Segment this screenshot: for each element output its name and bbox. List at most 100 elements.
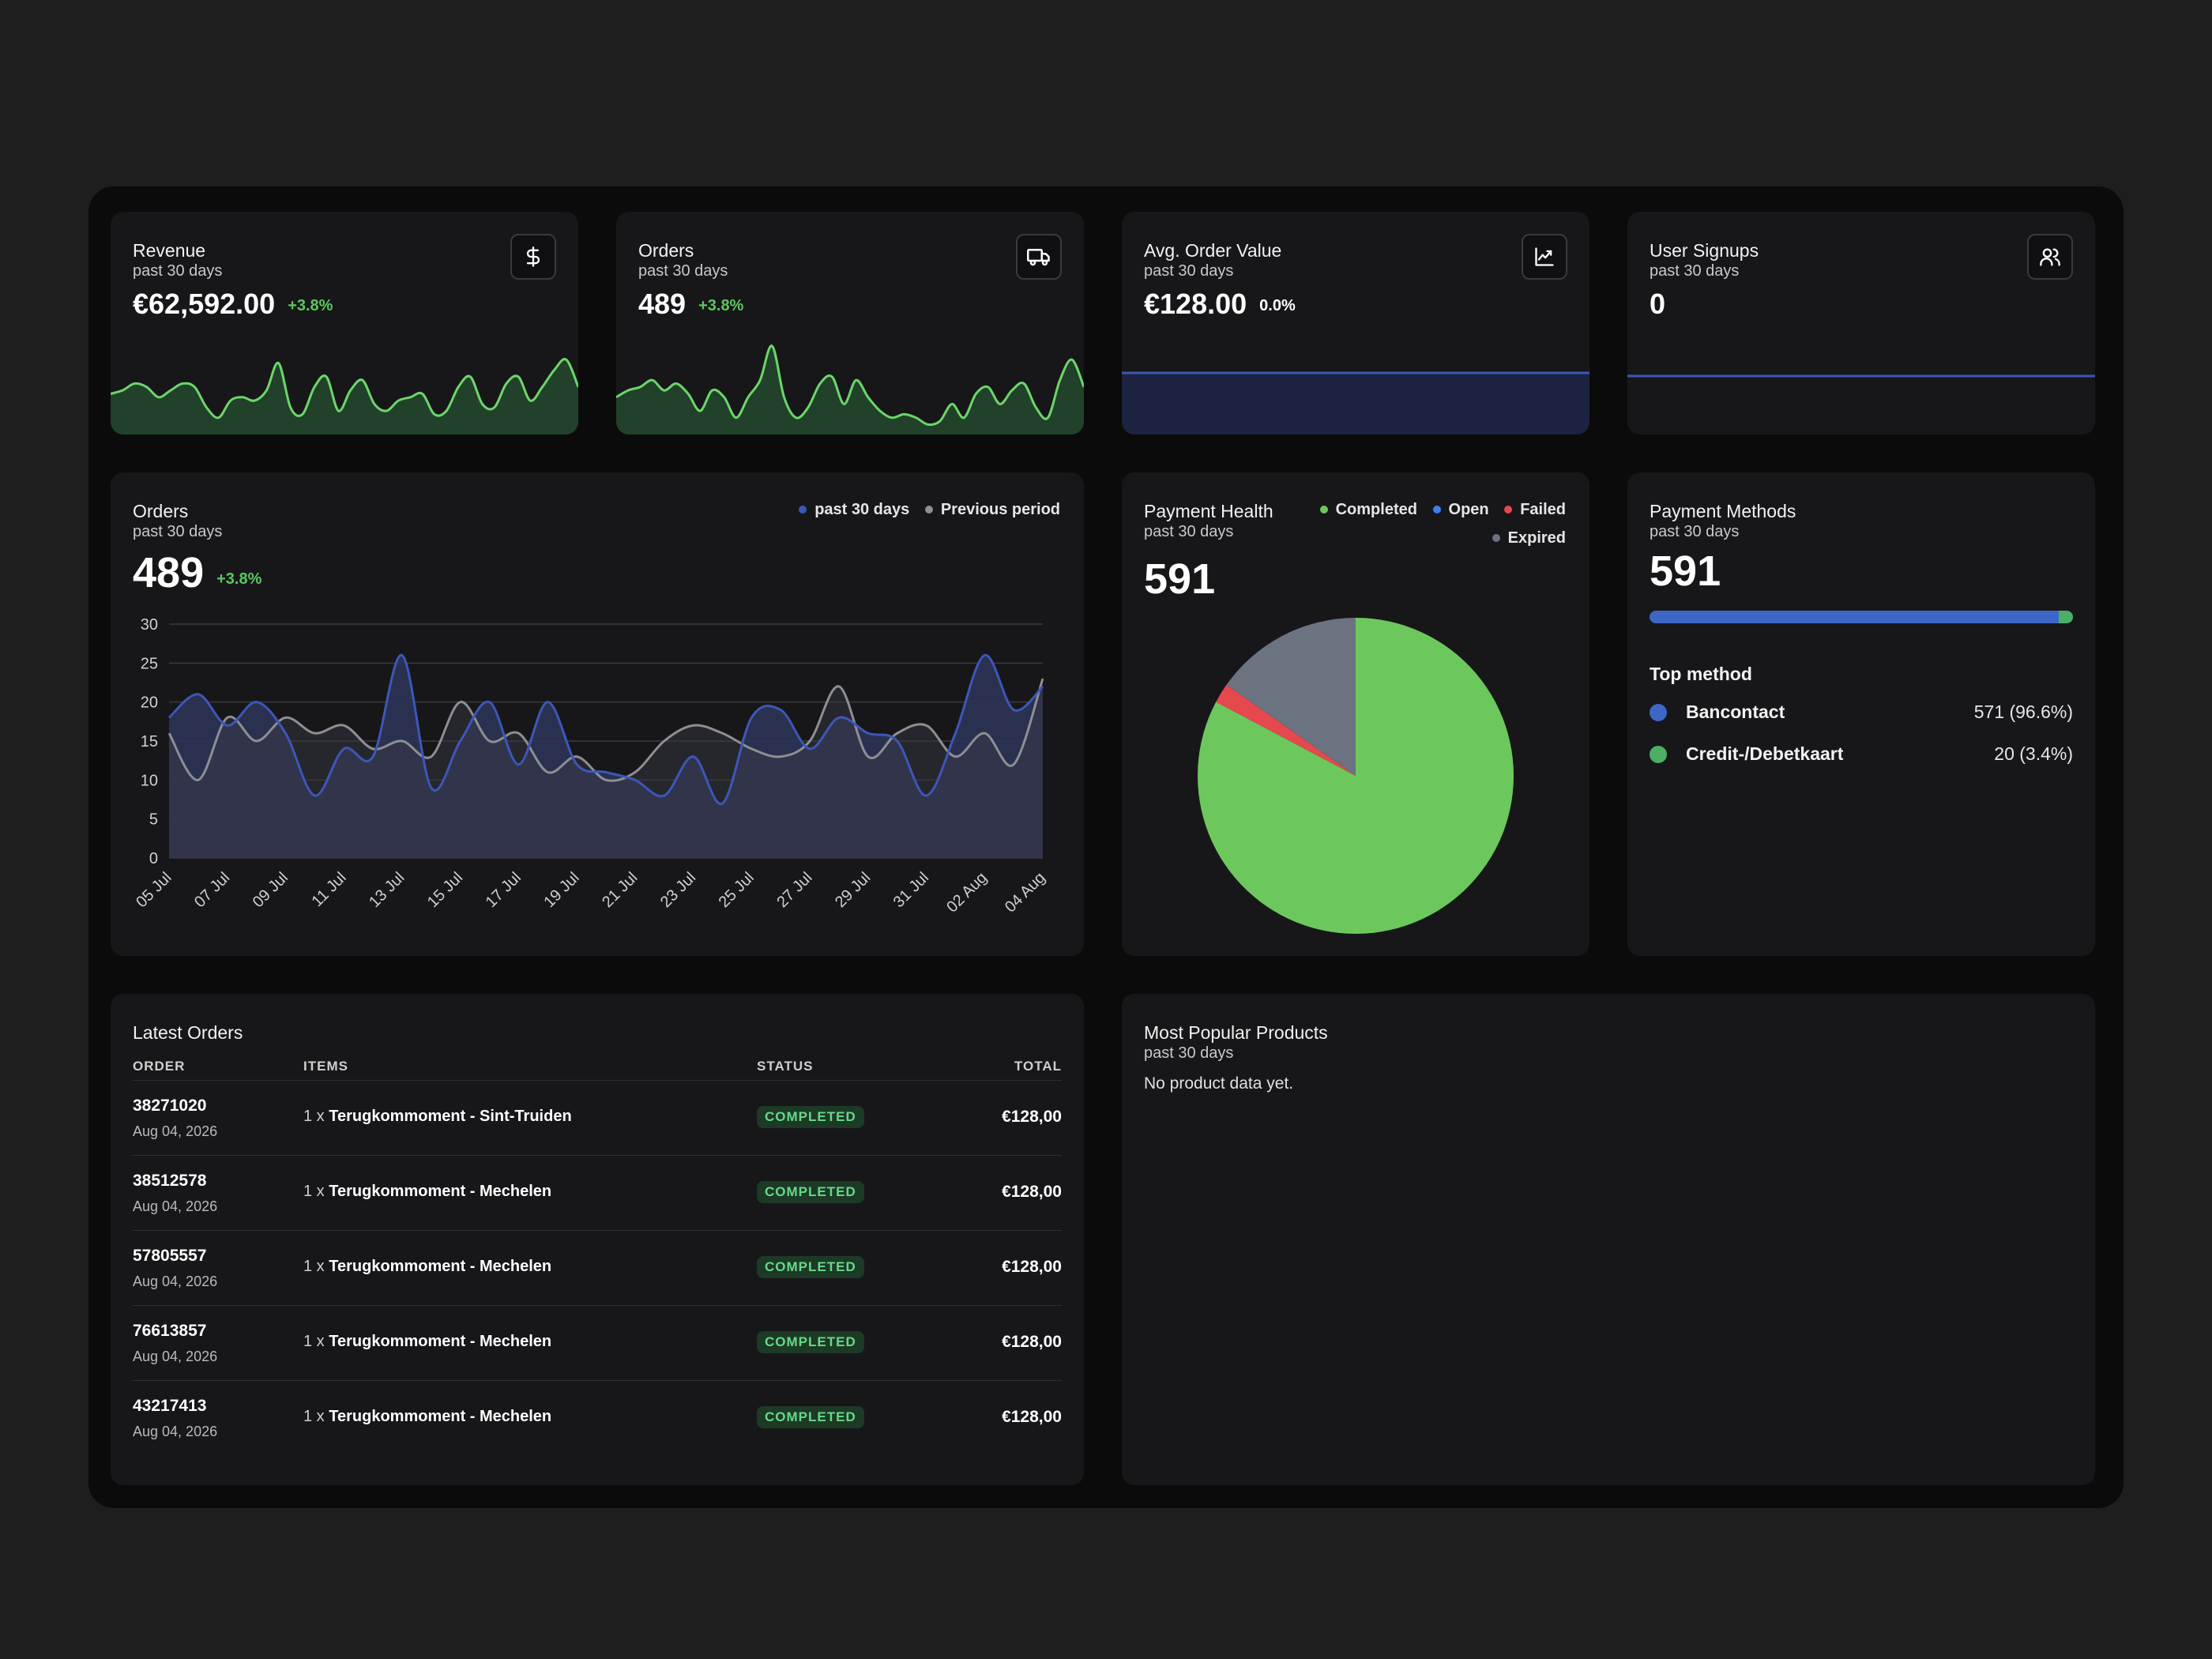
- kpi-value: €62,592.00 +3.8%: [133, 288, 333, 320]
- x-tick-label: 17 Jul: [483, 869, 525, 911]
- card-title: Latest Orders: [133, 1022, 243, 1043]
- payment-health-total: 591: [1144, 555, 1216, 603]
- legend-label: Expired: [1507, 529, 1566, 547]
- sparkline-area: [1122, 373, 1589, 434]
- kpi-icon-button[interactable]: [1016, 234, 1062, 280]
- order-row[interactable]: 38271020 Aug 04, 2026 1 x Terugkommoment…: [133, 1080, 1062, 1155]
- series-line-previous: [167, 678, 1044, 782]
- dollar-icon: [526, 246, 540, 267]
- chart-legend: past 30 days Previous period: [788, 501, 1060, 519]
- sparkline-line: [616, 344, 1084, 427]
- pie-legend-row2: Expired: [1481, 529, 1566, 547]
- kpi-icon-button[interactable]: [510, 234, 556, 280]
- payment-methods-bar-secondary: [2058, 611, 2073, 623]
- pie-slice-expired[interactable]: [1226, 618, 1356, 776]
- truck-icon: [1027, 249, 1050, 266]
- orders-total: 489 +3.8%: [133, 549, 262, 596]
- column-header-status: STATUS: [757, 1059, 814, 1074]
- order-item: 1 x Terugkommoment - Mechelen: [303, 1408, 552, 1425]
- order-date: Aug 04, 2026: [133, 1123, 218, 1139]
- order-item: 1 x Terugkommoment - Mechelen: [303, 1333, 552, 1350]
- payment-methods-card: Payment Methods past 30 days 591 Top met…: [1627, 472, 2095, 956]
- kpi-card-revenue: Revenue past 30 days €62,592.00 +3.8%: [111, 212, 578, 434]
- kpi-delta: 0.0%: [1259, 297, 1296, 314]
- orders-delta: +3.8%: [216, 570, 262, 588]
- order-item: 1 x Terugkommoment - Mechelen: [303, 1258, 552, 1275]
- card-title: Payment Methods: [1650, 501, 1796, 521]
- kpi-title: Revenue: [133, 240, 206, 261]
- users-icon: [2040, 248, 2060, 266]
- legend-dot: [924, 505, 933, 514]
- x-tick-label: 23 Jul: [657, 869, 699, 911]
- kpi-value: 489 +3.8%: [638, 288, 744, 320]
- order-id: 38271020: [133, 1097, 207, 1115]
- card-title: Payment Health: [1144, 501, 1273, 521]
- card-title: Most Popular Products: [1144, 1022, 1328, 1043]
- order-id: 57805557: [133, 1247, 207, 1265]
- order-row[interactable]: 57805557 Aug 04, 2026 1 x Terugkommoment…: [133, 1230, 1062, 1305]
- status-badge: COMPLETED: [757, 1406, 864, 1428]
- order-item: 1 x Terugkommoment - Sint-Truiden: [303, 1108, 572, 1125]
- x-tick-label: 02 Aug: [943, 869, 991, 916]
- legend-dot: [799, 505, 807, 514]
- column-header-total: TOTAL: [1014, 1059, 1062, 1074]
- kpi-card-user-signups: User Signups past 30 days 0: [1627, 212, 2095, 434]
- y-tick-label: 25: [141, 655, 158, 672]
- status-badge: COMPLETED: [757, 1256, 864, 1278]
- x-tick-label: 31 Jul: [890, 869, 932, 911]
- kpi-title: Orders: [638, 240, 694, 261]
- kpi-subtitle: past 30 days: [133, 262, 223, 280]
- kpi-icon-button[interactable]: [1522, 234, 1567, 280]
- trending-up-icon: [1535, 247, 1554, 266]
- chart-subtitle: past 30 days: [133, 523, 223, 540]
- sparkline-line: [111, 358, 578, 419]
- popular-products-card: Most Popular Products past 30 days No pr…: [1122, 994, 2095, 1485]
- y-tick-label: 15: [141, 733, 158, 750]
- legend-label: past 30 days: [814, 501, 910, 518]
- order-id: 43217413: [133, 1397, 207, 1415]
- kpi-subtitle: past 30 days: [638, 262, 728, 280]
- pie-slice-failed[interactable]: [1216, 684, 1356, 776]
- payment-health-card: Payment Health past 30 days Completed Op…: [1122, 472, 1589, 956]
- x-tick-label: 07 Jul: [191, 869, 233, 911]
- kpi-delta: +3.8%: [288, 297, 333, 314]
- kpi-card-orders: Orders past 30 days 489 +3.8%: [616, 212, 1084, 434]
- status-badge: COMPLETED: [757, 1181, 864, 1203]
- legend-dot: [1504, 505, 1513, 514]
- card-subtitle: past 30 days: [1144, 1044, 1234, 1062]
- order-total: €128,00: [1002, 1183, 1062, 1201]
- x-tick-label: 05 Jul: [133, 869, 175, 911]
- order-total: €128,00: [1002, 1258, 1062, 1276]
- x-tick-label: 04 Aug: [1002, 869, 1049, 916]
- kpi-value: €128.00 0.0%: [1144, 288, 1296, 320]
- legend-label: Completed: [1335, 501, 1417, 518]
- legend-label: Failed: [1520, 501, 1566, 518]
- x-tick-label: 21 Jul: [599, 869, 641, 911]
- order-id: 76613857: [133, 1322, 207, 1340]
- y-tick-label: 20: [141, 694, 158, 712]
- kpi-icon-button[interactable]: [2027, 234, 2073, 280]
- chart-title: Orders: [133, 501, 189, 521]
- card-subtitle: past 30 days: [1650, 523, 1740, 540]
- order-row[interactable]: 43217413 Aug 04, 2026 1 x Terugkommoment…: [133, 1380, 1062, 1455]
- x-tick-label: 09 Jul: [250, 869, 292, 911]
- method-dot: [1650, 704, 1667, 721]
- legend-dot: [1432, 505, 1441, 514]
- order-date: Aug 04, 2026: [133, 1198, 218, 1214]
- pie-legend: Completed Open Failed: [1319, 501, 1566, 519]
- kpi-value: 0: [1650, 288, 1666, 320]
- series-area-current: [169, 655, 1043, 858]
- top-method-label: Top method: [1650, 664, 1752, 684]
- kpi-subtitle: past 30 days: [1650, 262, 1740, 280]
- method-value: 20 (3.4%): [1994, 743, 2073, 764]
- column-header-order: ORDER: [133, 1059, 186, 1074]
- order-row[interactable]: 38512578 Aug 04, 2026 1 x Terugkommoment…: [133, 1155, 1062, 1230]
- order-row[interactable]: 76613857 Aug 04, 2026 1 x Terugkommoment…: [133, 1305, 1062, 1380]
- kpi-delta: +3.8%: [698, 297, 744, 314]
- order-total: €128,00: [1002, 1333, 1062, 1351]
- order-id: 38512578: [133, 1172, 207, 1190]
- y-tick-label: 10: [141, 772, 158, 789]
- empty-state-message: No product data yet.: [1144, 1074, 1294, 1093]
- status-badge: COMPLETED: [757, 1106, 864, 1128]
- dashboard-frame: Revenue past 30 days €62,592.00 +3.8% Ord…: [88, 186, 2124, 1508]
